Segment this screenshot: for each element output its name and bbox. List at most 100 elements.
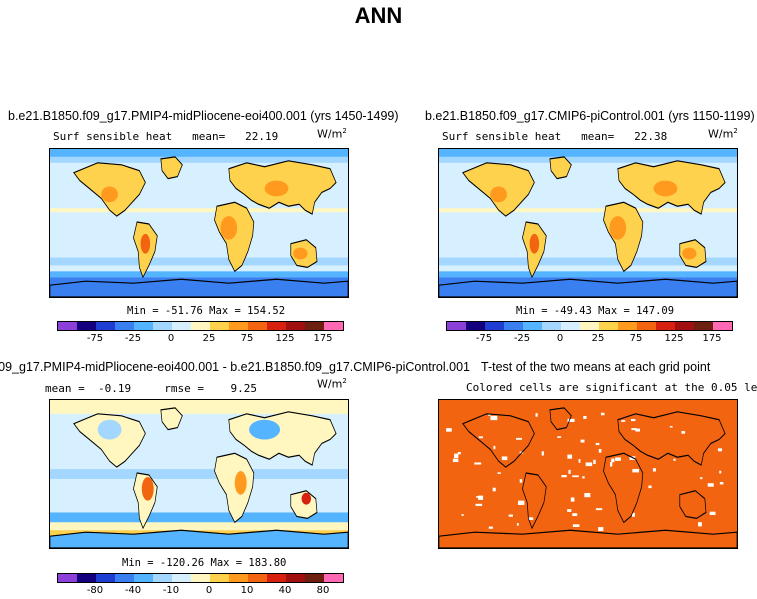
ocean-band [50, 208, 348, 213]
panel2-colorbar-ticks: -75 -25 0 25 75 125 175 [446, 333, 731, 347]
non-significant-cell [452, 458, 459, 463]
land-patch [682, 247, 697, 260]
non-significant-cell [698, 522, 702, 527]
non-significant-cell [488, 414, 491, 416]
ocean-band [50, 522, 348, 531]
world-map [50, 149, 348, 297]
non-significant-cell [673, 458, 676, 461]
non-significant-cell [717, 448, 723, 452]
colorbar-tick-label: 40 [278, 585, 292, 596]
non-significant-cell [585, 462, 593, 467]
non-significant-cell [631, 428, 637, 431]
colorbar-swatch [134, 322, 153, 330]
non-significant-cell [719, 470, 722, 474]
continent-outline [679, 490, 707, 520]
non-significant-cell [598, 527, 604, 532]
non-significant-cell [493, 445, 496, 450]
colorbar-swatch [523, 322, 542, 330]
colorbar-swatch [229, 322, 248, 330]
land-patches [97, 419, 312, 505]
land-patch [234, 471, 247, 495]
non-significant-cell [490, 415, 498, 421]
ocean-band [50, 257, 348, 266]
non-significant-cell [474, 462, 482, 465]
non-significant-cell [595, 442, 600, 446]
panel2-title: b.e21.B1850.f09_g17.CMIP6-piControl.001 … [425, 109, 755, 123]
land-patch [220, 216, 238, 240]
non-significant-cell [567, 509, 572, 512]
colorbar-swatch [599, 322, 618, 330]
colorbar-tick-label: -25 [513, 333, 531, 344]
continent-outline [50, 529, 348, 548]
colorbar-swatch [580, 322, 599, 330]
colorbar-swatch [210, 322, 229, 330]
land-patch [653, 180, 678, 197]
non-significant-cell [707, 483, 714, 487]
ocean-band [50, 271, 348, 278]
non-significant-cell [478, 436, 483, 439]
colorbar-tick-label: -25 [124, 333, 142, 344]
non-significant-cell [600, 412, 605, 416]
colorbar-tick-label: 175 [313, 333, 333, 344]
colorbar-swatch [248, 322, 267, 330]
non-significant-cell [709, 511, 716, 516]
land-patches [490, 180, 697, 260]
continent-outline [617, 411, 726, 466]
colorbar-swatch [77, 322, 96, 330]
non-significant-cell [700, 477, 703, 480]
panel1-units: W/m2 [317, 127, 347, 141]
non-significant-cell [719, 481, 724, 485]
non-significant-cell [478, 495, 484, 500]
non-significant-cell [610, 462, 613, 467]
ocean-band [439, 156, 737, 163]
ocean-band [50, 512, 348, 523]
ocean-band [439, 149, 737, 157]
ocean-band [50, 469, 348, 479]
non-significant-cell [572, 513, 578, 517]
colorbar-swatch [96, 574, 115, 582]
colorbar-swatch [96, 322, 115, 330]
colorbar-swatch [115, 574, 134, 582]
colorbar-tick-label: 0 [205, 585, 213, 596]
land-patch [249, 419, 281, 440]
non-significant-cell [572, 475, 579, 478]
colorbar-swatch [637, 322, 656, 330]
colorbar-swatch [191, 322, 210, 330]
panel1-minmax: Min = -51.76 Max = 154.52 [127, 305, 286, 317]
ocean-bands [446, 412, 724, 532]
colorbar-swatch [504, 322, 523, 330]
land-patch [97, 419, 122, 440]
colorbar-swatch [542, 322, 561, 330]
non-significant-cell [517, 500, 525, 505]
continent-outline [160, 407, 183, 431]
continent-outline [439, 278, 737, 297]
colorbar-tick-label: -75 [86, 333, 104, 344]
continent-outline [522, 472, 547, 530]
continent-outline [439, 529, 737, 548]
non-significant-cell [584, 493, 591, 498]
colorbar-tick-label: 10 [240, 585, 254, 596]
colorbar-swatch [153, 574, 172, 582]
page-title: ANN [354, 3, 403, 28]
non-significant-cell [567, 418, 575, 423]
panel3-colorbar-ticks: -80 -40 -10 0 10 40 80 [57, 585, 342, 599]
colorbar-tick-label: 125 [275, 333, 295, 344]
non-significant-cell [621, 420, 626, 422]
colorbar-swatch [115, 322, 134, 330]
non-significant-cell [648, 485, 652, 489]
panel2-units: W/m2 [708, 127, 738, 141]
ocean-band [439, 271, 737, 278]
continent-outline [214, 452, 255, 524]
panel2-variable: Surf sensible heat mean= 22.38 [442, 130, 668, 143]
panel1-variable: Surf sensible heat mean= 22.19 [53, 130, 279, 143]
continent-outline [549, 407, 572, 431]
panel3-stats: mean = -0.19 rmse = 9.25 [45, 382, 257, 395]
panel3-minmax: Min = -120.26 Max = 183.80 [122, 557, 287, 569]
colorbar-swatch [324, 574, 343, 582]
colorbar-swatch [618, 322, 637, 330]
non-significant-cell [541, 451, 544, 456]
colorbar-swatch [134, 574, 153, 582]
colorbar-swatch [267, 574, 286, 582]
colorbar-swatch [305, 322, 324, 330]
land-patch [141, 476, 154, 501]
